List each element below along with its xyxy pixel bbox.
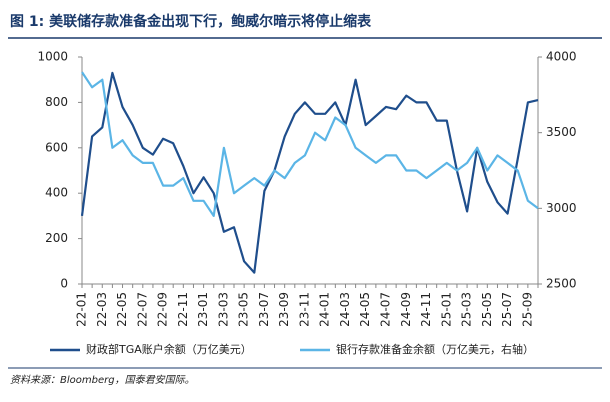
x-tick-label: 25-01 xyxy=(439,292,453,327)
x-tick-label: 23-07 xyxy=(257,292,271,327)
y2-tick-label: 3000 xyxy=(546,201,577,215)
x-tick-label: 23-11 xyxy=(297,292,311,327)
x-tick-label: 25-07 xyxy=(500,292,514,327)
x-tick-label: 25-03 xyxy=(460,292,474,327)
x-tick-label: 24-09 xyxy=(399,292,413,327)
x-tick-label: 22-07 xyxy=(135,292,149,327)
legend-label: 银行存款准备金余额（万亿美元，右轴） xyxy=(336,342,534,356)
series-line xyxy=(80,71,539,274)
x-tick-label: 23-01 xyxy=(196,292,210,327)
y-tick-label: 1000 xyxy=(37,50,68,64)
x-tick-label: 22-05 xyxy=(115,292,129,327)
y-tick-label: 200 xyxy=(45,231,68,245)
source: 资料来源：Bloomberg，国泰君安国际。 xyxy=(10,374,195,386)
x-tick-label: 22-09 xyxy=(156,292,170,327)
x-tick-label: 24-05 xyxy=(358,292,372,327)
y-tick-label: 400 xyxy=(45,186,68,200)
x-tick-label: 25-09 xyxy=(520,292,534,327)
x-tick-label: 24-03 xyxy=(338,292,352,327)
x-tick-label: 22-03 xyxy=(95,292,109,327)
legend-label: 财政部TGA账户余额（万亿美元） xyxy=(86,342,252,356)
x-tick-label: 23-05 xyxy=(237,292,251,327)
x-tick-label: 22-01 xyxy=(75,292,89,327)
y-tick-label: 600 xyxy=(45,140,68,154)
y-tick-label: 800 xyxy=(45,95,68,109)
chart-title: 图 1: 美联储存款准备金出现下行，鲍威尔暗示将停止缩表 xyxy=(10,13,372,30)
y-tick-label: 0 xyxy=(60,277,68,291)
x-tick-label: 25-05 xyxy=(480,292,494,327)
x-tick-label: 22-11 xyxy=(176,292,190,327)
x-tick-label: 23-09 xyxy=(277,292,291,327)
y2-tick-label: 2500 xyxy=(546,277,577,291)
y2-tick-label: 3500 xyxy=(546,125,577,139)
x-tick-label: 24-11 xyxy=(419,292,433,327)
x-tick-label: 24-01 xyxy=(318,292,332,327)
x-tick-label: 23-03 xyxy=(216,292,230,327)
series-line xyxy=(81,71,539,217)
y2-tick-label: 4000 xyxy=(546,50,577,64)
x-tick-label: 24-07 xyxy=(379,292,393,327)
